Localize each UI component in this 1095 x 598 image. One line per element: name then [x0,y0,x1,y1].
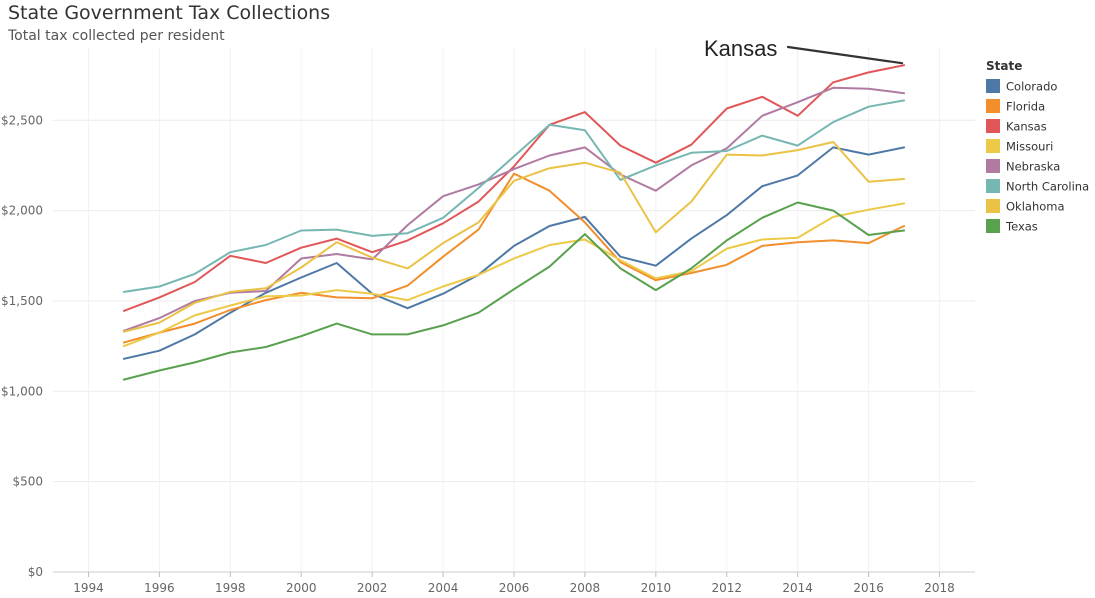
series-lines [122,64,906,381]
series-line-north-carolina[interactable] [122,99,906,293]
legend-label: Kansas [1006,119,1047,134]
x-tick-label: 2016 [853,581,884,595]
legend-item-florida[interactable]: Florida [986,96,1091,116]
legend-item-missouri[interactable]: Missouri [986,136,1091,156]
legend-swatch [986,98,1000,113]
series-line-texas[interactable] [122,201,906,381]
legend-title: State [986,59,1023,73]
legend-label: Colorado [1006,79,1058,94]
legend-swatch [986,218,1000,233]
x-tick-label: 1996 [144,581,175,595]
legend-swatch [986,158,1000,173]
series-line-florida[interactable] [122,172,906,344]
x-tick-label: 2002 [357,581,388,595]
x-tick-label: 2006 [499,581,530,595]
chart-title: State Government Tax Collections [8,2,331,24]
legend-swatch [986,178,1000,193]
x-tick-label: 1994 [73,581,104,595]
y-tick-label: $2,000 [1,204,43,218]
x-tick-label: 2018 [924,581,955,595]
x-tick-label: 2008 [570,581,601,595]
legend-item-oklahoma[interactable]: Oklahoma [986,196,1091,216]
x-tick-label: 2004 [428,581,459,595]
x-tick-label: 1998 [215,581,246,595]
annotation: Kansas [704,36,904,65]
legend-item-texas[interactable]: Texas [986,216,1091,236]
y-tick-label: $1,500 [1,294,43,308]
legend-items: Colorado Florida Kansas Missouri Nebraska Nor… [986,76,1091,236]
x-tick-label: 2000 [286,581,317,595]
legend-item-colorado[interactable]: Colorado [986,76,1091,96]
legend-label: Nebraska [1006,159,1061,174]
legend: State Colorado Florida Kansas Missouri Nebra… [986,56,1091,236]
chart-subtitle: Total tax collected per resident [8,28,225,44]
axes: $0 $500 $1,000 $1,500 $2,000 $2,500 1994 1996 19… [1,113,975,595]
legend-item-nebraska[interactable]: Nebraska [986,156,1091,176]
series-line-nebraska[interactable] [122,86,906,332]
series-line-kansas[interactable] [122,64,906,312]
legend-label: Texas [1006,219,1038,234]
x-tick-label: 2014 [782,581,813,595]
legend-label: North Carolina [1006,179,1090,194]
y-tick-label: $1,000 [1,384,43,398]
x-tick-label: 2010 [641,581,672,595]
legend-label: Oklahoma [1006,199,1065,214]
legend-item-kansas[interactable]: Kansas [986,116,1091,136]
y-tick-label: $0 [28,565,43,579]
legend-swatch [986,78,1000,93]
legend-swatch [986,198,1000,213]
legend-swatch [986,138,1000,153]
legend-item-north-carolina[interactable]: North Carolina [986,176,1091,196]
series-line-missouri[interactable] [122,202,906,348]
y-tick-label: $500 [12,475,43,489]
annotation-label: Kansas [704,36,777,61]
grid-lines [53,48,975,573]
series-line-oklahoma[interactable] [122,141,906,333]
legend-label: Florida [1006,99,1046,114]
legend-swatch [986,118,1000,133]
legend-label: Missouri [1006,139,1054,154]
annotation-pointer [786,45,904,65]
y-tick-label: $2,500 [1,113,43,127]
x-tick-label: 2012 [711,581,742,595]
